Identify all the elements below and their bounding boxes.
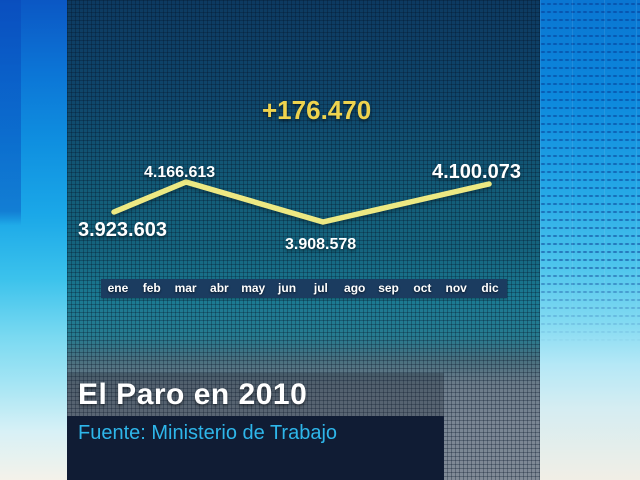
month-label-mar: mar [174, 281, 197, 295]
month-label-jul: jul [313, 281, 328, 295]
month-label-oct: oct [413, 281, 432, 295]
month-label-dic: dic [481, 281, 499, 295]
month-label-ene: ene [107, 281, 129, 295]
month-label-jun: jun [278, 281, 297, 295]
lower-third-title-band: El Paro en 2010 [67, 373, 444, 416]
value-label-jul: 3.908.578 [285, 236, 357, 253]
value-label-mar: 4.166.613 [144, 164, 216, 181]
month-label-sep: sep [378, 281, 399, 295]
month-label-feb: feb [142, 281, 161, 295]
value-label-dic: 4.100.073 [432, 161, 521, 183]
change-annotation: +176.470 [262, 95, 372, 125]
month-label-ago: ago [344, 281, 366, 295]
month-axis: ene feb mar abr may jun jul ago sep oct … [101, 279, 507, 298]
dotted-texture [540, 0, 640, 480]
month-label-abr: abr [210, 281, 229, 295]
unemployment-line-chart [111, 179, 492, 225]
value-label-ene: 3.923.603 [78, 219, 167, 241]
left-background-strip [0, 0, 67, 480]
chart-panel: +176.470 3.923.603 4.166.613 3.908.578 4… [67, 0, 540, 480]
lower-third-source-band: Fuente: Ministerio de Trabajo [67, 416, 444, 480]
month-label-may: may [241, 281, 266, 295]
right-background-strip [540, 0, 640, 480]
page-title: El Paro en 2010 [78, 377, 308, 411]
source-attribution: Fuente: Ministerio de Trabajo [78, 422, 338, 444]
data-line [111, 179, 492, 225]
month-label-nov: nov [445, 281, 467, 295]
